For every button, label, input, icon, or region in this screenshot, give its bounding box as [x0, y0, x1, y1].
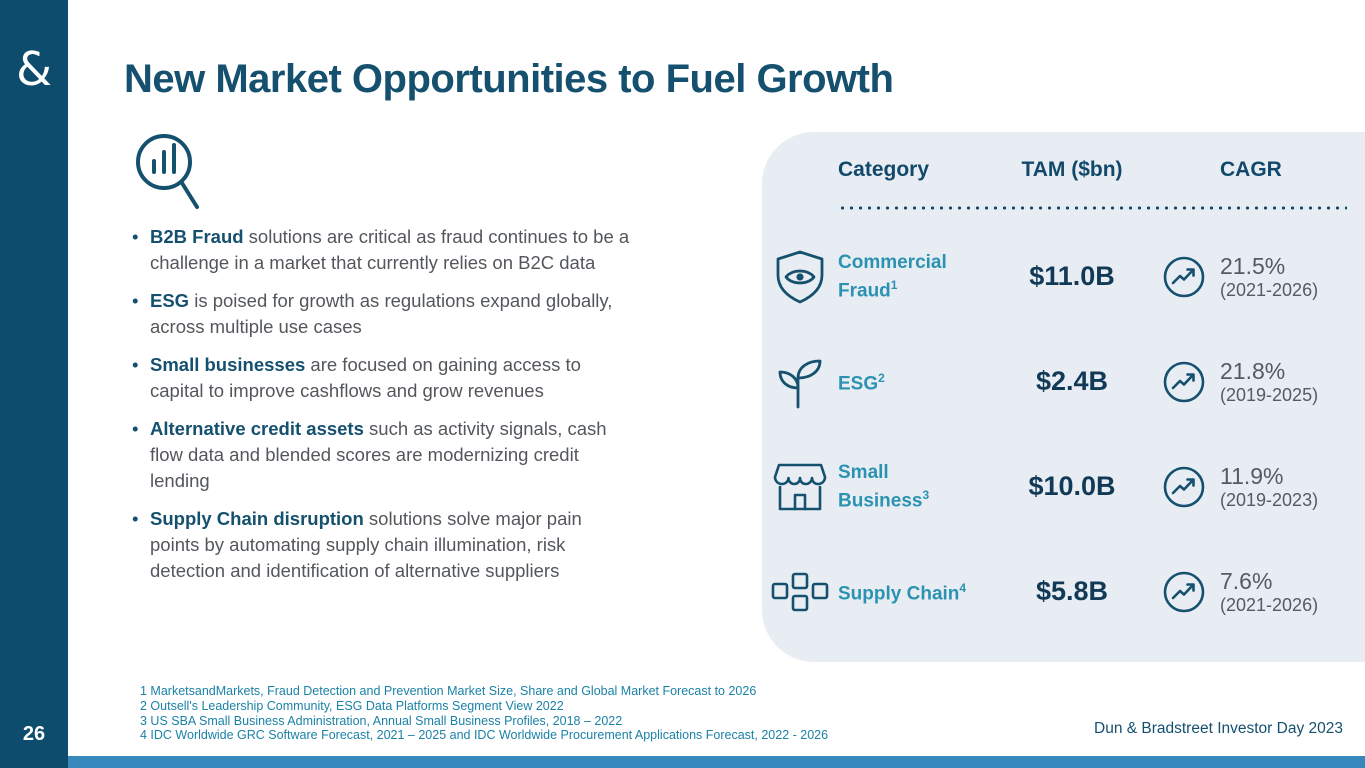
- supply-boxes-icon: [762, 567, 838, 617]
- header-cagr: CAGR: [1220, 158, 1282, 181]
- list-item: • Small businesses are focused on gainin…: [130, 352, 630, 404]
- bullet-list: • B2B Fraud solutions are critical as fr…: [130, 224, 630, 596]
- table-row: Commercial Fraud1 $11.0B 21.5% (2021-202…: [762, 224, 1365, 329]
- cagr-value: 11.9%: [1220, 462, 1284, 489]
- shield-eye-icon: [762, 248, 838, 306]
- growth-arrow-icon: [1148, 360, 1220, 404]
- bullet-text: Alternative credit assets such as activi…: [150, 418, 607, 491]
- category-label: Small Business3: [838, 461, 930, 512]
- list-item: • Alternative credit assets such as acti…: [130, 416, 630, 494]
- cagr-period: (2019-2023): [1220, 489, 1319, 510]
- footnote-line: 1 MarketsandMarkets, Fraud Detection and…: [140, 684, 757, 698]
- deck-footer: Dun & Bradstreet Investor Day 2023: [1094, 720, 1343, 737]
- bullet-marker: •: [132, 290, 139, 311]
- tam-value: $10.0B: [1028, 471, 1116, 501]
- header-category: Category: [838, 158, 930, 181]
- bullet-marker: •: [132, 508, 139, 529]
- cagr-period: (2019-2025): [1220, 384, 1319, 405]
- cagr-cell: 11.9% (2019-2023): [1220, 463, 1365, 511]
- growth-arrow-icon: [1148, 570, 1220, 614]
- footnotes: 1 MarketsandMarkets, Fraud Detection and…: [140, 684, 828, 743]
- tam-value: $5.8B: [1035, 576, 1109, 606]
- list-item: • B2B Fraud solutions are critical as fr…: [130, 224, 630, 276]
- tam-table-panel: Category TAM ($bn) CAGR Commercial Fraud…: [762, 132, 1365, 662]
- page-title: New Market Opportunities to Fuel Growth: [124, 57, 894, 101]
- bullet-marker: •: [132, 354, 139, 375]
- footnote-line: 2 Outsell's Leadership Community, ESG Da…: [140, 698, 564, 713]
- bottom-accent-bar: [68, 756, 1365, 768]
- table-header-row: Category TAM ($bn) CAGR: [762, 158, 1365, 202]
- dnb-ampersand-logo: &: [16, 42, 52, 96]
- tam-value: $11.0B: [1029, 261, 1115, 291]
- bar-chart-magnifier-icon: [128, 130, 210, 218]
- bullet-text: Supply Chain disruption solutions solve …: [150, 508, 582, 581]
- storefront-icon: [762, 459, 838, 515]
- list-item: • Supply Chain disruption solutions solv…: [130, 506, 630, 584]
- footnote-line: 4 IDC Worldwide GRC Software Forecast, 2…: [140, 728, 829, 743]
- plant-icon: [762, 353, 838, 411]
- bullet-text: Small businesses are focused on gaining …: [150, 354, 581, 401]
- cagr-value: 7.6%: [1220, 567, 1273, 594]
- brand-sidebar: & 26: [0, 0, 68, 768]
- cagr-period: (2021-2026): [1220, 594, 1319, 615]
- growth-arrow-icon: [1148, 465, 1220, 509]
- category-label: Supply Chain4: [838, 581, 967, 605]
- tam-value: $2.4B: [1035, 366, 1109, 396]
- bullet-text: ESG is poised for growth as regulations …: [150, 290, 613, 337]
- table-row: Small Business3 $10.0B 11.9% (2019-2023): [762, 434, 1365, 539]
- bullet-marker: •: [132, 226, 139, 247]
- dotted-divider: [838, 206, 1347, 210]
- list-item: • ESG is poised for growth as regulation…: [130, 288, 630, 340]
- cagr-value: 21.8%: [1220, 357, 1286, 384]
- header-tam: TAM ($bn): [1021, 158, 1123, 181]
- cagr-period: (2021-2026): [1220, 279, 1319, 300]
- category-label: ESG2: [838, 371, 885, 395]
- bullet-marker: •: [132, 418, 139, 439]
- cagr-cell: 7.6% (2021-2026): [1220, 568, 1365, 616]
- footnote-line: 3 US SBA Small Business Administration, …: [140, 713, 623, 728]
- page-number: 26: [22, 723, 46, 745]
- table-row: Supply Chain4 $5.8B 7.6% (2021-2026): [762, 539, 1365, 644]
- bullet-text: B2B Fraud solutions are critical as frau…: [150, 226, 630, 273]
- cagr-cell: 21.8% (2019-2025): [1220, 358, 1365, 406]
- cagr-cell: 21.5% (2021-2026): [1220, 253, 1365, 301]
- category-label: Commercial Fraud1: [838, 251, 947, 302]
- table-row: ESG2 $2.4B 21.8% (2019-2025): [762, 329, 1365, 434]
- growth-arrow-icon: [1148, 255, 1220, 299]
- cagr-value: 21.5%: [1220, 252, 1286, 279]
